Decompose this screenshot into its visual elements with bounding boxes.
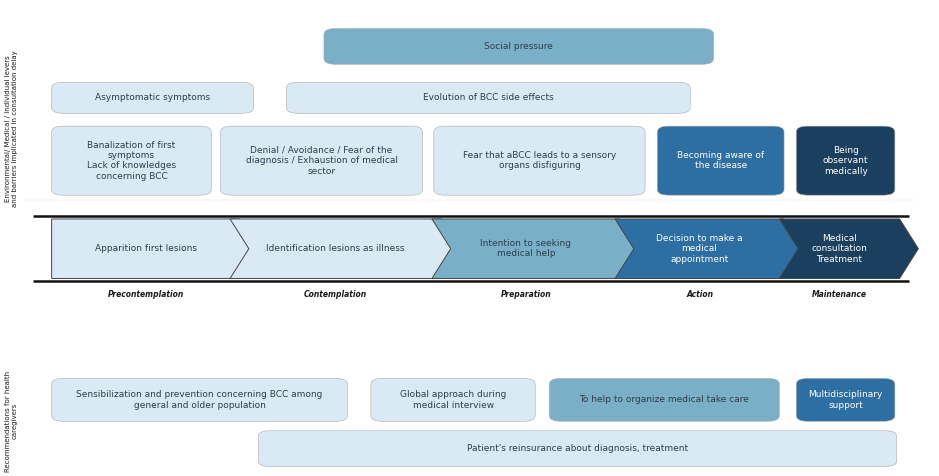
Polygon shape	[52, 219, 258, 278]
FancyBboxPatch shape	[221, 126, 423, 195]
Text: Fear that aBCC leads to a sensory
organs disfiguring: Fear that aBCC leads to a sensory organs…	[463, 151, 616, 170]
Polygon shape	[432, 219, 639, 278]
Text: Identification lesions as illness: Identification lesions as illness	[267, 244, 405, 253]
Text: Patient's reinsurance about diagnosis, treatment: Patient's reinsurance about diagnosis, t…	[467, 444, 688, 453]
FancyBboxPatch shape	[796, 378, 895, 421]
Text: Global approach during
medical interview: Global approach during medical interview	[400, 390, 506, 409]
Text: Precontemplation: Precontemplation	[107, 290, 184, 299]
Text: Decision to make a
medical
appointment: Decision to make a medical appointment	[656, 234, 743, 264]
Text: Contemplation: Contemplation	[304, 290, 367, 299]
Text: Becoming aware of
the disease: Becoming aware of the disease	[677, 151, 764, 170]
Text: Banalization of first
symptoms
Lack of knowledges
concerning BCC: Banalization of first symptoms Lack of k…	[87, 140, 176, 181]
FancyBboxPatch shape	[657, 126, 784, 195]
Text: Action: Action	[686, 290, 713, 299]
Text: To help to organize medical take care: To help to organize medical take care	[579, 396, 749, 404]
FancyBboxPatch shape	[371, 378, 535, 421]
Text: Sensibilization and prevention concerning BCC among
general and older population: Sensibilization and prevention concernin…	[76, 390, 323, 409]
Text: Being
observant
medically: Being observant medically	[823, 146, 869, 176]
FancyBboxPatch shape	[549, 378, 779, 421]
Text: Maintenance: Maintenance	[812, 290, 867, 299]
FancyBboxPatch shape	[434, 126, 645, 195]
Text: Preparation: Preparation	[500, 290, 551, 299]
Text: Asymptomatic symptoms: Asymptomatic symptoms	[95, 93, 210, 102]
Text: Recommendations for health
caregivers: Recommendations for health caregivers	[5, 371, 18, 472]
FancyBboxPatch shape	[796, 126, 895, 195]
FancyBboxPatch shape	[324, 29, 714, 64]
Text: Social pressure: Social pressure	[485, 42, 553, 51]
FancyBboxPatch shape	[52, 378, 347, 421]
Text: Apparition first lesions: Apparition first lesions	[95, 244, 196, 253]
Text: Intention to seeking
medical help: Intention to seeking medical help	[481, 239, 571, 258]
FancyBboxPatch shape	[286, 82, 690, 113]
Text: Evolution of BCC side effects: Evolution of BCC side effects	[423, 93, 554, 102]
Text: Medical
consultation
Treatment: Medical consultation Treatment	[811, 234, 868, 264]
Polygon shape	[779, 219, 918, 278]
Text: Environmental/ Medical / Individual levers
and barriers implicated in consultati: Environmental/ Medical / Individual leve…	[5, 50, 18, 207]
Text: Denial / Avoidance / Fear of the
diagnosis / Exhaustion of medical
sector: Denial / Avoidance / Fear of the diagnos…	[246, 146, 397, 176]
FancyBboxPatch shape	[52, 126, 211, 195]
FancyBboxPatch shape	[52, 82, 254, 113]
FancyBboxPatch shape	[258, 431, 897, 466]
Polygon shape	[230, 219, 460, 278]
Text: Multidisciplinary
support: Multidisciplinary support	[808, 390, 883, 409]
Polygon shape	[615, 219, 803, 278]
